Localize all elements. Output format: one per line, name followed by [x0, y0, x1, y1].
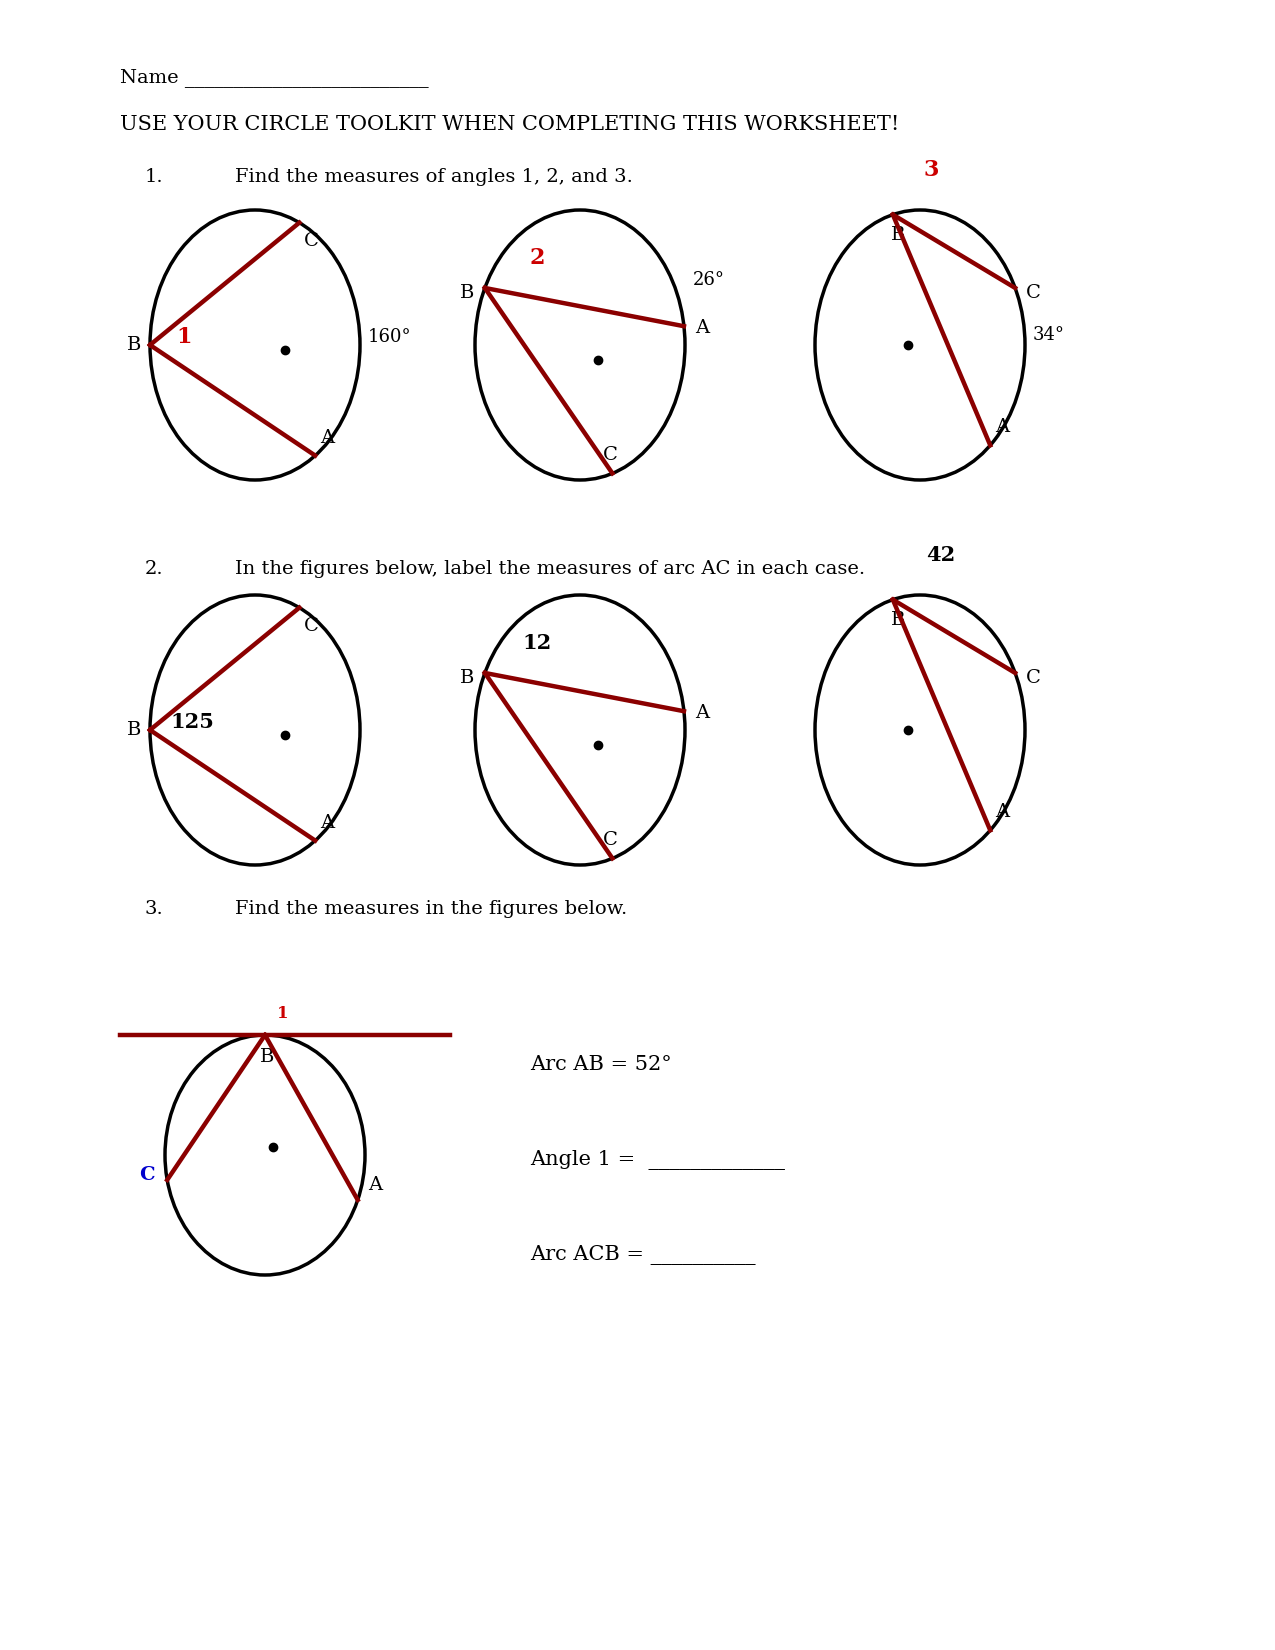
Text: A: A	[695, 705, 709, 723]
Text: Arc AB = 52°: Arc AB = 52°	[530, 1054, 672, 1074]
Text: C: C	[1025, 284, 1040, 302]
Text: A: A	[367, 1176, 381, 1195]
Text: B: B	[460, 668, 474, 686]
Text: Arc ACB = __________: Arc ACB = __________	[530, 1246, 756, 1266]
Text: 160°: 160°	[368, 328, 412, 346]
Text: 2: 2	[529, 248, 544, 269]
Text: In the figures below, label the measures of arc AC in each case.: In the figures below, label the measures…	[235, 559, 866, 578]
Text: 3: 3	[923, 158, 938, 180]
Text: Find the measures in the figures below.: Find the measures in the figures below.	[235, 899, 627, 917]
Text: Find the measures of angles 1, 2, and 3.: Find the measures of angles 1, 2, and 3.	[235, 168, 632, 186]
Text: C: C	[305, 617, 319, 635]
Text: B: B	[260, 1048, 274, 1066]
Text: B: B	[891, 610, 905, 629]
Text: B: B	[891, 226, 905, 244]
Text: C: C	[139, 1167, 156, 1185]
Text: A: A	[996, 804, 1010, 822]
Text: Angle 1 =  _____________: Angle 1 = _____________	[530, 1150, 785, 1170]
Text: 1: 1	[277, 1005, 288, 1021]
Text: 2.: 2.	[145, 559, 163, 578]
Text: B: B	[460, 284, 474, 302]
Text: C: C	[603, 832, 618, 850]
Text: A: A	[320, 813, 334, 832]
Text: 1: 1	[176, 327, 191, 348]
Text: 125: 125	[170, 713, 214, 733]
Text: A: A	[695, 318, 709, 337]
Text: 3.: 3.	[145, 899, 163, 917]
Text: USE YOUR CIRCLE TOOLKIT WHEN COMPLETING THIS WORKSHEET!: USE YOUR CIRCLE TOOLKIT WHEN COMPLETING …	[120, 116, 899, 134]
Text: A: A	[996, 419, 1010, 436]
Text: 12: 12	[523, 634, 552, 653]
Text: B: B	[126, 337, 142, 355]
Text: 34°: 34°	[1033, 327, 1065, 343]
Text: C: C	[603, 447, 618, 464]
Text: Name _________________________: Name _________________________	[120, 68, 428, 87]
Text: 1.: 1.	[145, 168, 163, 186]
Text: C: C	[1025, 668, 1040, 686]
Text: C: C	[305, 231, 319, 249]
Text: 26°: 26°	[694, 271, 725, 289]
Text: A: A	[320, 429, 334, 447]
Text: B: B	[126, 721, 142, 739]
Text: 42: 42	[926, 544, 955, 564]
